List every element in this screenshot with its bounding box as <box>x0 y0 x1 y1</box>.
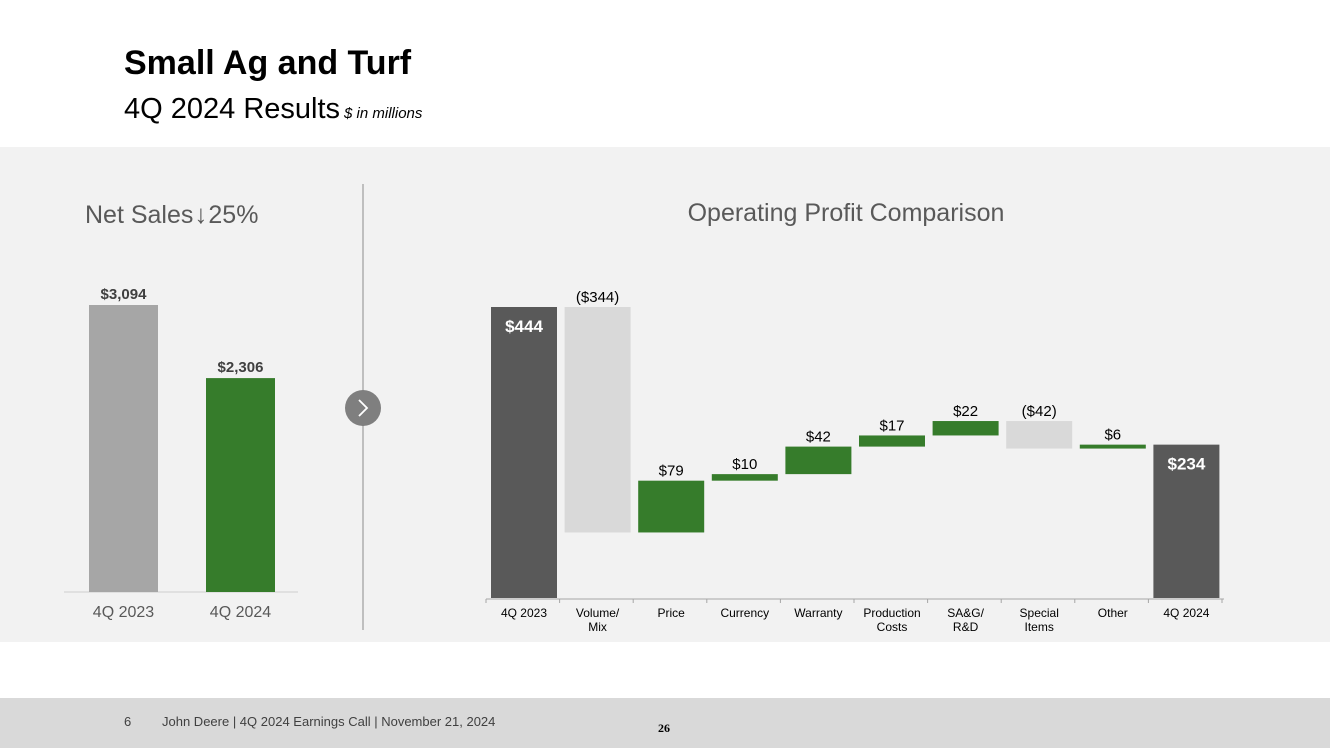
waterfall-category-label: Other <box>1098 606 1128 620</box>
waterfall-category-label: Special <box>1020 606 1059 620</box>
unit-note: $ in millions <box>344 105 423 122</box>
waterfall-value-label: $6 <box>1104 427 1121 444</box>
waterfall-value-label: $22 <box>953 403 978 420</box>
sales-bar-label: $2,306 <box>218 359 264 376</box>
waterfall-value-label: $10 <box>732 456 757 473</box>
waterfall-category-label: 4Q 2023 <box>501 606 547 620</box>
waterfall-total-bar <box>1153 444 1220 598</box>
chevron-right-icon <box>358 399 369 417</box>
waterfall-value-label: $42 <box>806 429 831 446</box>
net-sales-change: 25% <box>208 201 259 229</box>
footer-page-number: 6 <box>124 714 132 729</box>
down-arrow-icon: ↓ <box>194 199 208 229</box>
waterfall-category-label: Volume/ <box>576 606 620 620</box>
footer-bar <box>0 698 1330 748</box>
waterfall-category-label: Mix <box>588 620 607 634</box>
waterfall-category-label: Currency <box>720 606 769 620</box>
sales-bar-label: $3,094 <box>101 286 148 303</box>
waterfall-delta-bar <box>1006 421 1073 449</box>
waterfall-value-label: $444 <box>505 317 543 336</box>
waterfall-delta-bar <box>638 480 705 533</box>
waterfall-delta-bar <box>711 474 778 481</box>
waterfall-category-label: Items <box>1025 620 1054 634</box>
operating-profit-chart: $444 4Q 2023 ($344) Volume/Mix $79 Price $10 Cu… <box>485 289 1224 634</box>
subtitle-text: 4Q 2024 Results <box>124 93 341 125</box>
net-sales-heading: Net Sales↓25% <box>85 199 258 230</box>
waterfall-delta-bar <box>859 435 925 447</box>
sales-bar <box>89 305 158 592</box>
waterfall-value-label: ($42) <box>1022 403 1057 420</box>
waterfall-total-bar <box>491 307 557 598</box>
waterfall-delta-bar <box>1079 444 1146 449</box>
waterfall-value-label: $17 <box>879 417 904 434</box>
waterfall-value-label: $79 <box>659 463 684 480</box>
waterfall-category-label: SA&G/ <box>947 606 984 620</box>
waterfall-delta-bar <box>785 446 852 475</box>
waterfall-category-label: Price <box>658 606 686 620</box>
net-sales-chart: $3,094 4Q 2023 $2,306 4Q 2024 <box>64 286 298 621</box>
waterfall-value-label: ($344) <box>576 289 619 306</box>
waterfall-category-label: 4Q 2024 <box>1163 606 1209 620</box>
slide-number: 26 <box>658 721 670 735</box>
sales-category-label: 4Q 2023 <box>93 604 154 621</box>
waterfall-category-label: Production <box>863 606 920 620</box>
waterfall-category-label: R&D <box>953 620 979 634</box>
waterfall-category-label: Costs <box>877 620 908 634</box>
operating-profit-heading: Operating Profit Comparison <box>687 199 1005 227</box>
sales-bar <box>206 378 275 592</box>
sales-category-label: 4Q 2024 <box>210 604 271 621</box>
waterfall-value-label: $234 <box>1167 455 1205 474</box>
waterfall-delta-bar <box>932 421 999 436</box>
net-sales-label: Net Sales <box>85 201 194 229</box>
waterfall-delta-bar <box>564 307 631 533</box>
slide-title: Small Ag and Turf <box>124 44 412 82</box>
footer-text: John Deere | 4Q 2024 Earnings Call | Nov… <box>162 714 496 729</box>
next-button[interactable] <box>345 390 381 426</box>
slide-subtitle: 4Q 2024 Results $ in millions <box>124 93 422 126</box>
waterfall-category-label: Warranty <box>794 606 842 620</box>
